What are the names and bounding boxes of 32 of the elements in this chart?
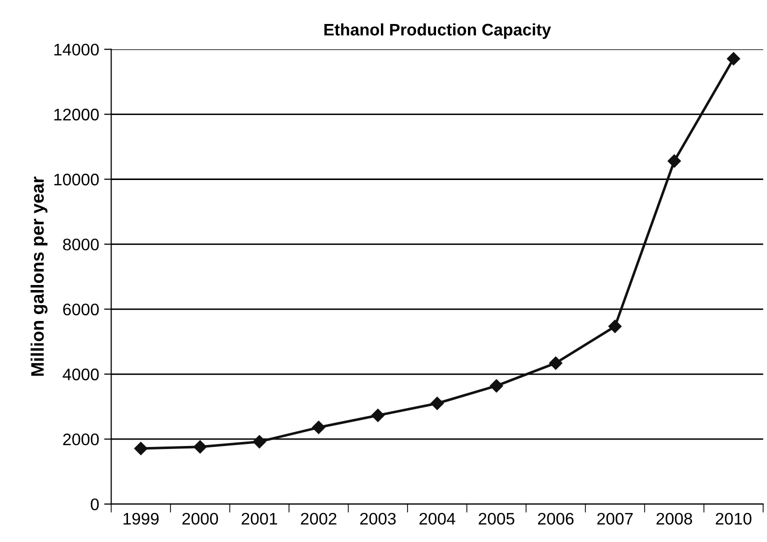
x-tick-label: 1999 (124, 512, 159, 525)
x-tick-label: 2010 (716, 512, 752, 525)
x-tick-label: 2000 (182, 512, 218, 525)
point (371, 408, 385, 422)
x-tick-label: 2002 (300, 512, 336, 525)
y-tick-label: 10000 (54, 174, 99, 186)
point (490, 379, 504, 392)
point (668, 154, 681, 168)
x-tick-label: 2005 (478, 512, 514, 525)
y-tick-label: 14000 (54, 44, 99, 56)
y-tick-label: 12000 (54, 108, 99, 120)
y-axis-title: Million gallons per year (30, 176, 48, 376)
y-tick-label: 6000 (63, 304, 99, 316)
x-tick-label: 2006 (538, 512, 574, 525)
chart-title: Ethanol Production Capacity (324, 23, 552, 39)
x-tick-label: 2003 (360, 512, 396, 525)
y-tick-label: 2000 (63, 434, 99, 446)
point (312, 420, 326, 434)
x-tick-label: 2007 (597, 512, 633, 525)
point (194, 440, 207, 454)
point (430, 396, 444, 410)
y-tick-label: 0 (90, 498, 99, 510)
point (134, 442, 148, 456)
y-tick-label: 8000 (63, 238, 99, 250)
point (608, 320, 622, 333)
x-tick-label: 2004 (419, 512, 456, 525)
x-tick-label: 2008 (656, 512, 692, 525)
point (549, 356, 562, 370)
x-tick-label: 2001 (242, 512, 278, 525)
point (252, 435, 266, 448)
point (726, 52, 740, 66)
y-tick-label: 4000 (62, 368, 99, 380)
